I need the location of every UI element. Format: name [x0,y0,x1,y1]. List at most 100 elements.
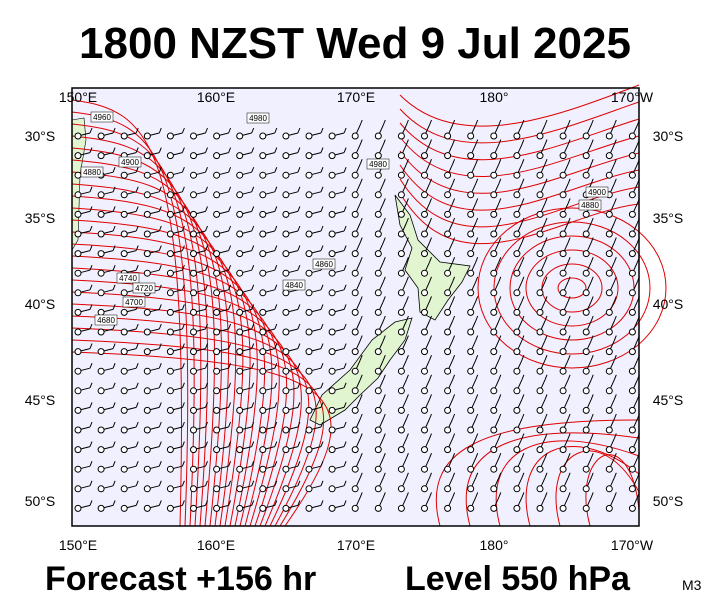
wind-barb [605,257,617,277]
contour [71,231,258,527]
wind-barb [120,421,139,434]
barb-flag [135,500,139,506]
station [213,328,221,336]
barb-flag [251,127,255,134]
wind-barb [190,461,208,473]
station [236,230,244,238]
station [605,269,613,277]
station [328,387,336,395]
wind-barb [143,382,162,395]
wind-barb [305,167,324,179]
station [467,250,475,258]
barb-flag [297,441,301,447]
station [582,348,590,356]
wind-barb [97,461,116,473]
wind-barb [605,296,617,316]
wind-barb [444,472,456,493]
station [120,250,128,258]
station [282,132,290,140]
wind-barb [582,119,594,140]
barb-flag [274,186,278,192]
barb-flag [613,178,617,184]
station [374,348,382,356]
station [490,367,498,375]
station [259,191,267,199]
wind-barb [282,421,301,434]
station [166,289,174,297]
station [166,504,174,512]
barb-flag [590,394,594,400]
wind-barb [397,237,409,258]
barb-flag [521,139,525,145]
wind-barb [143,206,162,218]
wind-barb [190,480,208,493]
station [143,250,151,258]
barb-flag [590,237,594,243]
station [120,348,128,356]
barb-flag [205,421,208,428]
station [351,210,359,218]
wind-barb [513,139,525,160]
wind-barb [120,245,139,258]
contour-label-box [80,166,104,178]
wind-barb [605,492,617,512]
station [120,387,128,395]
wind-barb [74,480,93,493]
station [397,152,405,160]
barb-flag [297,421,301,428]
barb-flag [521,374,525,380]
wind-barb [536,472,548,493]
wind-barb [582,374,594,395]
station [351,308,359,316]
station [605,387,613,395]
wind-barb [628,492,640,512]
wind-barb [74,461,93,473]
station [259,426,267,434]
station [305,269,313,277]
wind-barb [628,276,640,297]
contour [555,450,640,527]
station [143,426,151,434]
contour-label: 4700 [125,298,143,307]
station [328,485,336,493]
station [97,465,105,473]
barb-flag [89,245,93,251]
station [374,191,382,199]
station [490,230,498,238]
contour-label: 4720 [135,284,153,293]
station [467,465,475,473]
wind-barb [605,394,617,414]
barb-flag [429,394,432,400]
barb-flag [590,315,594,322]
barb-flag [181,343,185,349]
barb-flag [320,363,324,369]
barb-flag [567,237,571,243]
barb-flag [112,147,116,153]
barb-flag [181,480,185,486]
barb-flag [158,147,162,153]
station [397,465,405,473]
wind-barb [397,413,409,434]
station [421,485,428,493]
barb-flag [475,159,479,165]
wind-barb [374,178,386,199]
wind-barb [605,237,617,258]
wind-barb [351,217,363,238]
barb-flag [521,237,525,243]
station [236,191,244,199]
contour [71,159,216,527]
wind-barb [490,257,502,277]
station [351,504,359,512]
wind-barb [467,335,479,356]
wind-barb [490,178,502,199]
barb-flag [320,167,324,173]
station [490,152,498,160]
barb-flag [452,413,456,420]
station [374,289,382,297]
wind-barb [120,500,139,512]
wind-barb [351,335,363,356]
station [397,250,405,258]
wind-barb [559,296,571,316]
barb-flag [320,225,324,232]
barb-flag [521,159,525,165]
